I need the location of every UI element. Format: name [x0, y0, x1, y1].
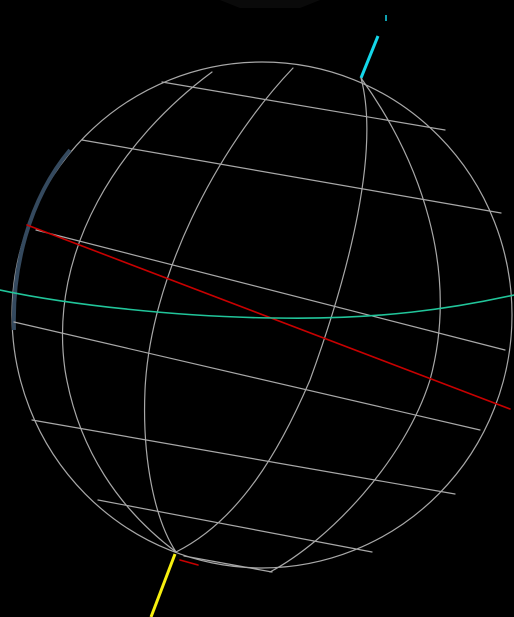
red-great-circle — [26, 224, 511, 410]
parallel-4 — [13, 321, 481, 431]
meridian-2 — [143, 67, 294, 553]
sphere-outline-shade — [11, 148, 72, 331]
parallel-1 — [161, 81, 446, 131]
meridian-3 — [175, 77, 368, 553]
meridian-4 — [269, 77, 441, 573]
parallel-6 — [97, 499, 373, 553]
parallel-7 — [183, 555, 273, 573]
parallel-5 — [31, 419, 456, 495]
parallel-3 — [35, 229, 506, 351]
red-great-circle-tail — [179, 559, 199, 566]
south-axis-line — [149, 553, 177, 617]
meridian-1 — [61, 71, 213, 553]
parallel-2 — [81, 139, 502, 214]
equator-line — [0, 289, 514, 320]
top-shadow — [220, 0, 320, 8]
north-axis-line — [359, 35, 380, 79]
